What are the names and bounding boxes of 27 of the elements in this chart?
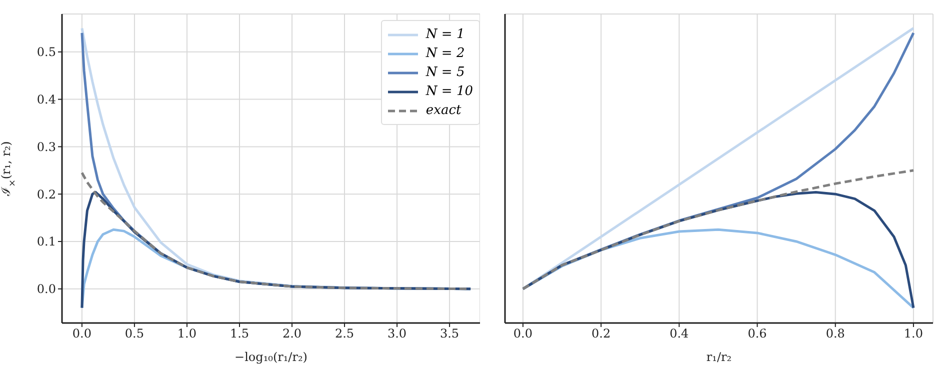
- y-tick-label: 0.5: [36, 45, 56, 60]
- x-tick-label: 3.5: [440, 326, 460, 341]
- x-tick-label: 2.5: [334, 326, 354, 341]
- legend-label: N = 2: [426, 46, 465, 61]
- y-tick-label: 0.2: [36, 187, 56, 202]
- x-tick-label: 3.0: [387, 326, 407, 341]
- y-tick-label: 0.1: [36, 234, 56, 249]
- x-tick-label: 0.0: [513, 326, 533, 341]
- legend-label: N = 1: [426, 27, 465, 42]
- x-tick-label: 2.0: [282, 326, 302, 341]
- y-tick-label: 0.3: [36, 140, 56, 154]
- y-tick-label: 0.4: [36, 92, 56, 107]
- x-tick-label: 0.5: [124, 326, 144, 341]
- x-tick-label: 1.0: [177, 326, 197, 341]
- legend-label: N = 5: [426, 65, 465, 80]
- x-axis-title: −log₁₀(r₁/r₂): [234, 350, 308, 364]
- x-tick-label: 0.2: [592, 326, 611, 341]
- x-tick-label: 0.8: [826, 326, 845, 341]
- x-tick-label: 1.0: [904, 326, 924, 341]
- x-tick-label: 0.4: [670, 326, 690, 341]
- y-tick-label: 0.0: [36, 282, 56, 296]
- x-tick-label: 0.6: [748, 326, 767, 341]
- x-tick-label: 1.5: [230, 326, 250, 341]
- legend-label: N = 10: [426, 84, 473, 99]
- x-axis-title: r₁/r₂: [706, 350, 732, 364]
- x-tick-label: 0.0: [72, 326, 92, 341]
- legend-label: exact: [426, 103, 462, 118]
